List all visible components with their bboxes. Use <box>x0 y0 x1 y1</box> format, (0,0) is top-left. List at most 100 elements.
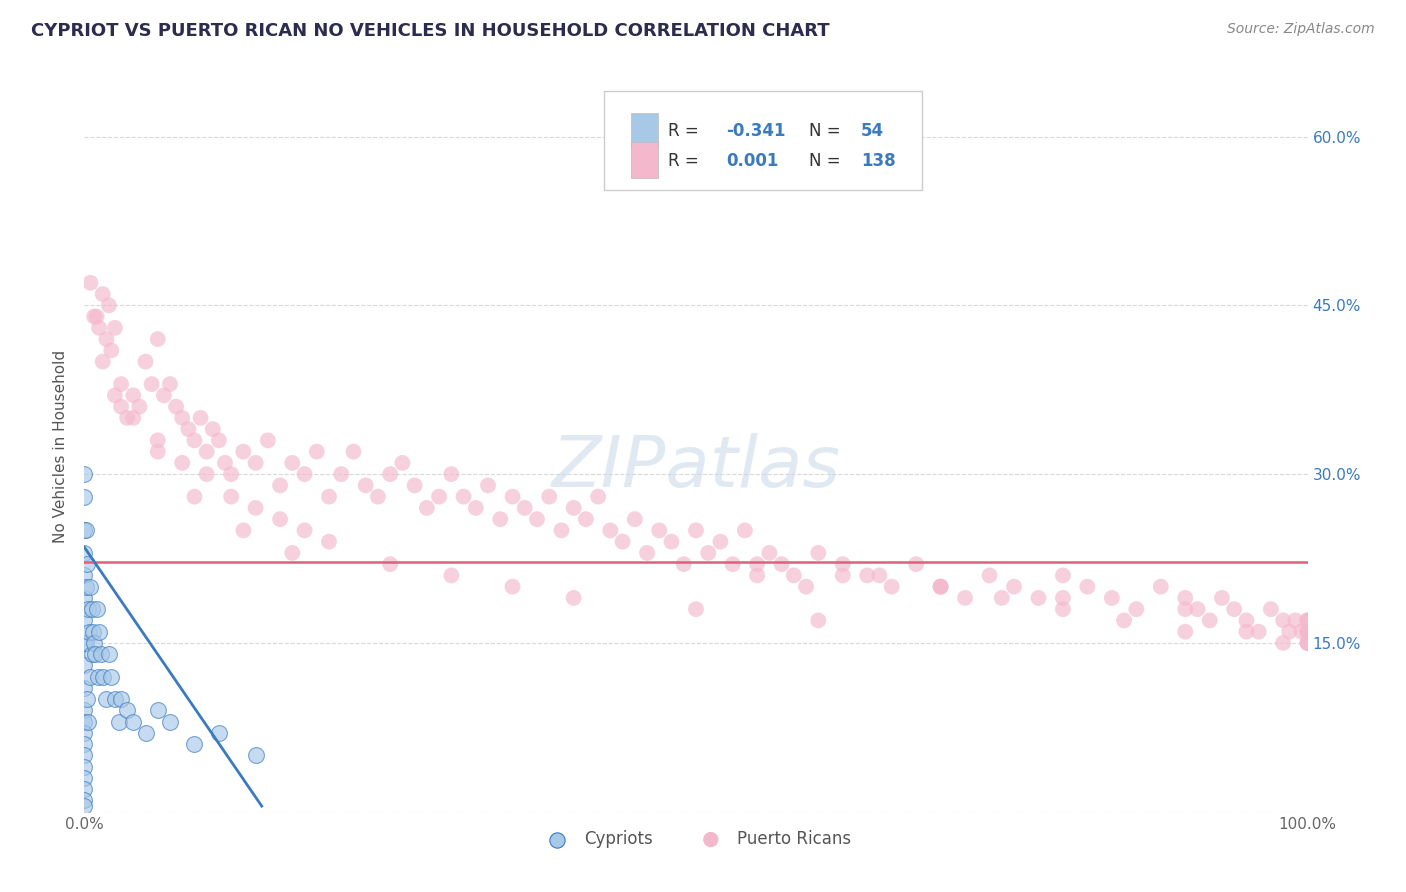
Point <box>1052 591 1074 605</box>
Point <box>201 422 224 436</box>
Point <box>172 410 194 425</box>
Point <box>612 534 634 549</box>
Point <box>96 692 118 706</box>
Point <box>1236 614 1258 628</box>
Point <box>73 703 96 717</box>
Point <box>82 624 104 639</box>
Point <box>1101 591 1123 605</box>
Point <box>831 557 853 571</box>
Point <box>79 670 101 684</box>
Point <box>269 512 291 526</box>
Point <box>177 422 200 436</box>
Text: CYPRIOT VS PUERTO RICAN NO VEHICLES IN HOUSEHOLD CORRELATION CHART: CYPRIOT VS PUERTO RICAN NO VEHICLES IN H… <box>31 22 830 40</box>
Point <box>79 276 101 290</box>
Point <box>208 726 231 740</box>
Point <box>115 410 138 425</box>
Point <box>73 760 96 774</box>
Point <box>440 568 463 582</box>
Point <box>159 714 181 729</box>
Point <box>1296 614 1319 628</box>
Point <box>86 602 108 616</box>
Point <box>1174 602 1197 616</box>
Point <box>135 726 157 740</box>
Point <box>709 534 731 549</box>
Point <box>183 490 205 504</box>
Point <box>73 568 96 582</box>
Point <box>257 434 280 448</box>
Point <box>1296 614 1319 628</box>
Point <box>672 557 695 571</box>
Point <box>648 524 671 538</box>
Point <box>905 557 928 571</box>
Point <box>869 568 891 582</box>
Point <box>86 310 108 324</box>
Point <box>73 490 96 504</box>
Point <box>367 490 389 504</box>
Point <box>75 636 97 650</box>
Point <box>90 647 112 661</box>
Point <box>586 490 609 504</box>
Point <box>269 478 291 492</box>
Point <box>464 500 486 515</box>
Point <box>1272 636 1295 650</box>
Point <box>135 354 157 368</box>
Point <box>330 467 353 482</box>
Point <box>77 602 100 616</box>
Point <box>1052 602 1074 616</box>
Point <box>73 546 96 560</box>
Point <box>1296 624 1319 639</box>
Point <box>538 490 561 504</box>
Point <box>1296 636 1319 650</box>
Point <box>440 467 463 482</box>
Point <box>73 799 96 814</box>
Point <box>80 647 103 661</box>
Point <box>502 490 524 504</box>
Point <box>73 737 96 751</box>
Point <box>856 568 879 582</box>
Point <box>404 478 426 492</box>
Point <box>318 534 340 549</box>
Point <box>575 512 598 526</box>
Point <box>100 343 122 358</box>
Point <box>73 658 96 673</box>
FancyBboxPatch shape <box>605 91 922 190</box>
Point <box>502 580 524 594</box>
Point <box>77 714 100 729</box>
Point <box>97 647 120 661</box>
Point <box>1296 614 1319 628</box>
Point <box>208 434 231 448</box>
Point <box>100 670 122 684</box>
Point <box>281 546 304 560</box>
Point <box>91 287 114 301</box>
Point <box>1002 580 1025 594</box>
Text: N =: N = <box>808 153 845 170</box>
Point <box>73 726 96 740</box>
Point <box>380 467 402 482</box>
Point <box>122 388 145 402</box>
Point <box>391 456 413 470</box>
Point <box>141 377 163 392</box>
Point <box>831 568 853 582</box>
Point <box>1076 580 1098 594</box>
Point <box>80 602 103 616</box>
Point <box>232 524 254 538</box>
Point <box>97 298 120 312</box>
Point <box>1187 602 1209 616</box>
Point <box>1296 624 1319 639</box>
Point <box>172 456 194 470</box>
Point <box>1174 624 1197 639</box>
Point <box>794 580 817 594</box>
Point <box>318 490 340 504</box>
Point <box>76 692 98 706</box>
Point <box>380 557 402 571</box>
Text: N =: N = <box>808 121 845 140</box>
Point <box>73 636 96 650</box>
Point <box>1296 624 1319 639</box>
Point <box>1211 591 1233 605</box>
Point <box>305 444 328 458</box>
Point <box>550 524 572 538</box>
Point <box>115 703 138 717</box>
Point <box>195 467 218 482</box>
Point <box>636 546 658 560</box>
Point <box>110 692 132 706</box>
